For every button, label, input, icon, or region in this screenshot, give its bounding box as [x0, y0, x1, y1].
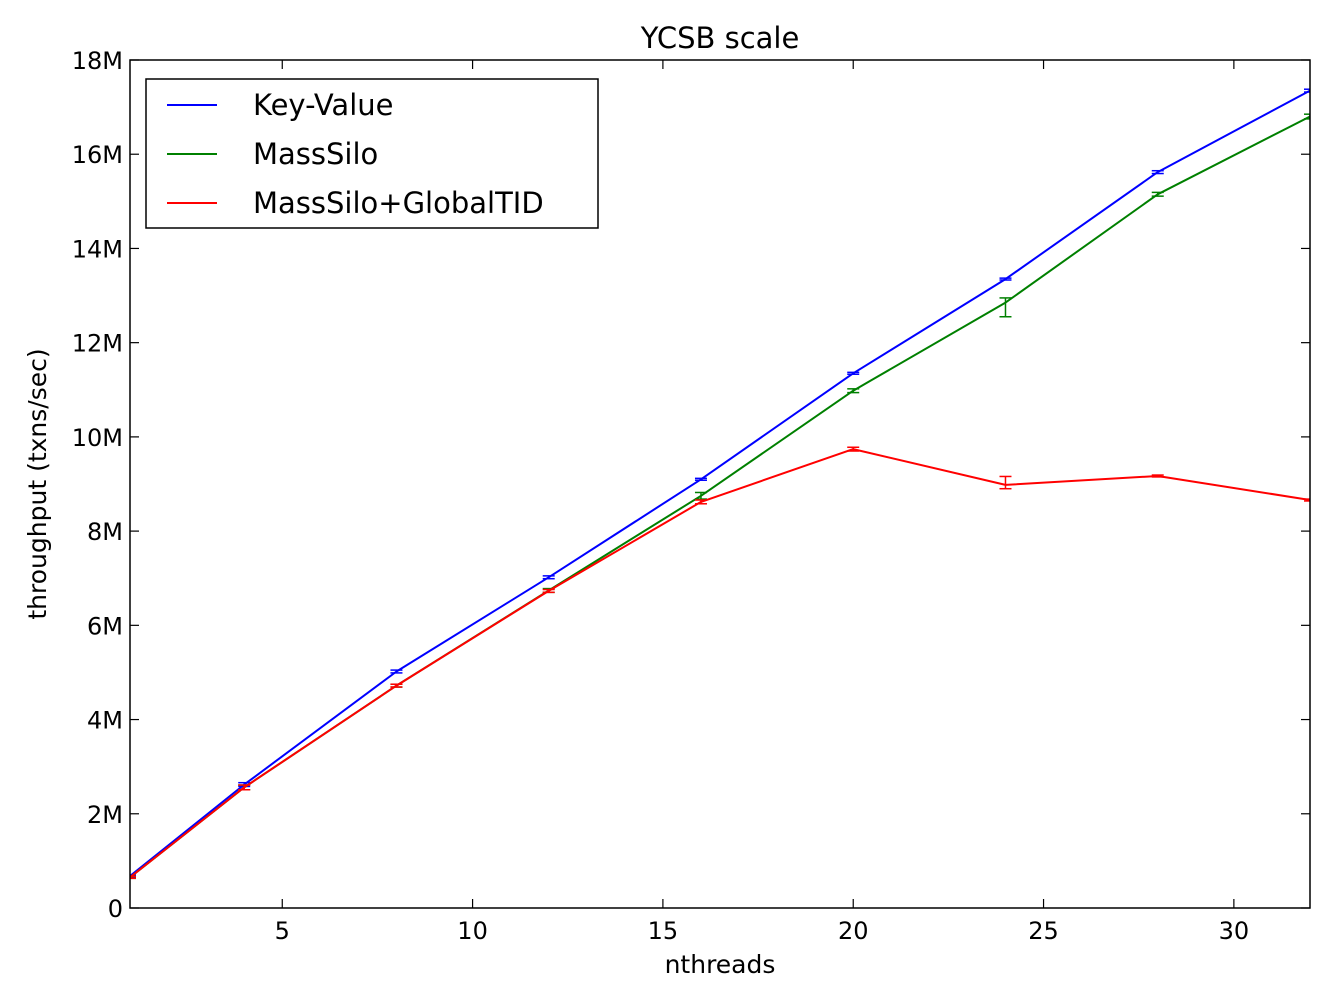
error-bar: [1304, 498, 1310, 502]
y-tick-label: 10M: [72, 424, 123, 452]
error-bar: [694, 499, 707, 505]
plot-frame: [129, 59, 1311, 909]
error-bar: [1304, 88, 1310, 93]
error-bar: [847, 371, 860, 375]
error-bar: [999, 277, 1012, 281]
x-tick-label: 5: [275, 917, 290, 945]
y-tick-label: 8M: [87, 518, 123, 546]
error-bar: [1151, 191, 1164, 197]
legend-label: Key-Value: [253, 88, 393, 122]
error-bar: [694, 491, 707, 500]
y-tick-label: 12M: [72, 330, 123, 358]
error-bar: [999, 475, 1012, 490]
legend-label: MassSilo: [253, 137, 378, 171]
y-axis-label: throughput (txns/sec): [23, 348, 52, 619]
y-tick-label: 18M: [72, 47, 123, 75]
x-axis-label: nthreads: [665, 950, 776, 979]
legend-label: MassSilo+GlobalTID: [253, 186, 544, 220]
error-bar: [1304, 113, 1310, 120]
error-bar: [542, 575, 555, 580]
error-bar: [130, 875, 136, 880]
x-tick-label: 20: [838, 917, 869, 945]
legend-entry: MassSilo+GlobalTID: [167, 186, 544, 220]
plot-area: [130, 88, 1310, 880]
error-bar: [238, 784, 251, 791]
error-bar: [390, 669, 403, 674]
x-tick-label: 10: [457, 917, 488, 945]
x-tick-label: 25: [1028, 917, 1059, 945]
legend-box: [145, 78, 599, 229]
y-tick-label: 4M: [87, 707, 123, 735]
y-tick-label: 0: [108, 895, 123, 923]
y-tick-label: 6M: [87, 612, 123, 640]
y-tick-label: 14M: [72, 235, 123, 263]
legend-entry: Key-Value: [167, 88, 393, 122]
series-line-2: [130, 448, 1310, 879]
chart-title: YCSB scale: [640, 21, 800, 55]
axes: 5 10 15 20 25 30 0 2M 4M 6M 8M 10M 12M 14M 16M 18M: [72, 47, 1310, 945]
x-tick-label: 30: [1219, 917, 1250, 945]
error-bar: [847, 446, 860, 452]
error-bar: [694, 477, 707, 481]
legend-entry: MassSilo: [167, 137, 378, 171]
series-line-1: [130, 115, 1310, 879]
error-bar: [1151, 169, 1164, 175]
error-bar: [542, 588, 555, 594]
legend: Key-Value MassSilo MassSilo+GlobalTID: [145, 78, 599, 229]
y-tick-label: 16M: [72, 141, 123, 169]
error-bar: [1151, 474, 1164, 478]
x-tick-label: 15: [648, 917, 679, 945]
error-bar: [999, 297, 1012, 318]
y-tick-label: 2M: [87, 801, 123, 829]
error-bar: [847, 388, 860, 394]
error-bar: [390, 683, 403, 688]
